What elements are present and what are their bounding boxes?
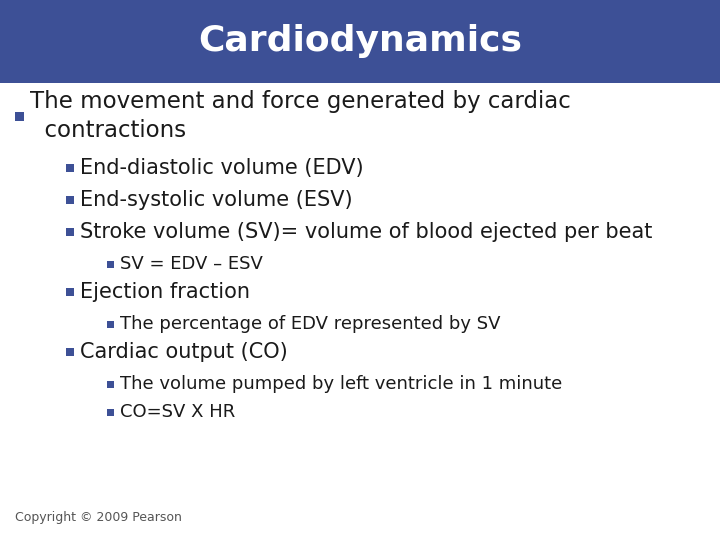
Text: End-systolic volume (ESV): End-systolic volume (ESV) — [80, 190, 353, 210]
Bar — [15, 111, 24, 120]
Text: The percentage of EDV represented by SV: The percentage of EDV represented by SV — [120, 315, 500, 333]
Text: The movement and force generated by cardiac
  contractions: The movement and force generated by card… — [30, 90, 571, 141]
Bar — [66, 164, 74, 172]
Bar — [107, 408, 114, 415]
Bar — [66, 288, 74, 296]
Text: The volume pumped by left ventricle in 1 minute: The volume pumped by left ventricle in 1… — [120, 375, 562, 393]
Text: Copyright © 2009 Pearson: Copyright © 2009 Pearson — [15, 511, 182, 524]
Text: Cardiodynamics: Cardiodynamics — [198, 24, 522, 58]
Bar — [0, 0, 720, 83]
Text: End-diastolic volume (EDV): End-diastolic volume (EDV) — [80, 158, 364, 178]
Text: Cardiac output (CO): Cardiac output (CO) — [80, 342, 288, 362]
Bar — [66, 196, 74, 204]
Text: Stroke volume (SV)= volume of blood ejected per beat: Stroke volume (SV)= volume of blood ejec… — [80, 222, 652, 242]
Bar — [107, 321, 114, 327]
Text: CO=SV X HR: CO=SV X HR — [120, 403, 235, 421]
Text: SV = EDV – ESV: SV = EDV – ESV — [120, 255, 263, 273]
Bar — [107, 260, 114, 267]
Bar — [66, 348, 74, 356]
Text: Ejection fraction: Ejection fraction — [80, 282, 250, 302]
Bar — [107, 381, 114, 388]
Bar — [66, 228, 74, 236]
